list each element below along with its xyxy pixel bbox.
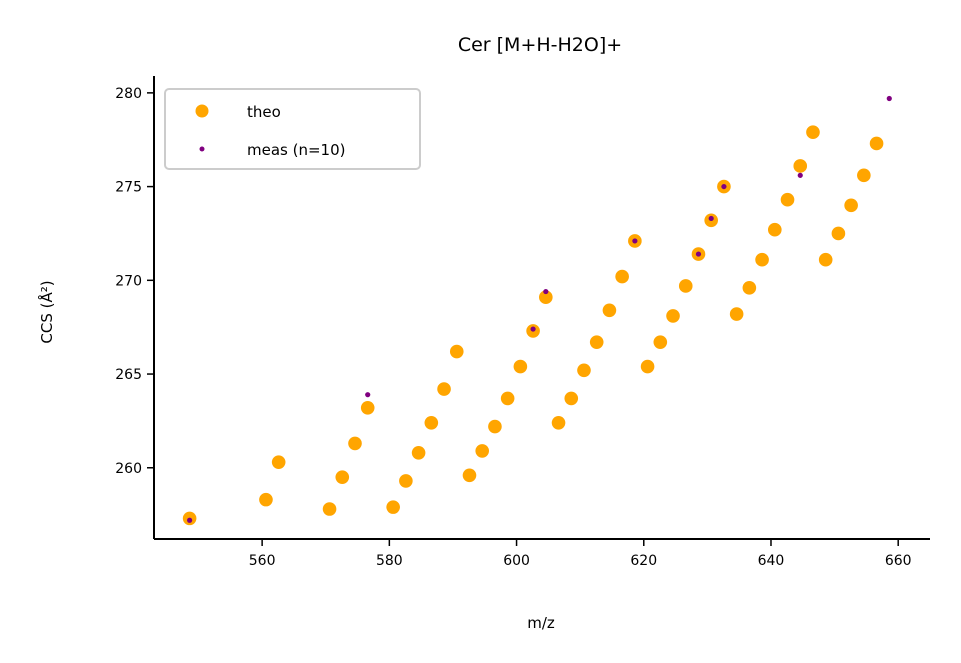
theo-point xyxy=(360,400,375,415)
theo-point xyxy=(793,159,808,173)
meas-point xyxy=(365,392,371,398)
theo-point xyxy=(742,281,757,295)
theo-point xyxy=(386,500,400,514)
theo-point xyxy=(500,391,515,406)
theo-point xyxy=(424,415,439,430)
meas-point xyxy=(708,215,714,222)
theo-point xyxy=(348,436,362,451)
plot-area xyxy=(182,95,892,526)
meas-point xyxy=(797,172,803,178)
theo-point xyxy=(335,470,350,484)
theo-point xyxy=(322,502,337,516)
y-tick-label: 270 xyxy=(115,273,142,289)
theo-point xyxy=(513,359,528,374)
theo-point xyxy=(449,344,464,359)
theo-point xyxy=(271,455,286,469)
theo-point xyxy=(488,419,502,434)
theo-point xyxy=(640,359,655,374)
y-axis-label: CCS (Å²) xyxy=(37,280,56,343)
x-tick-label: 660 xyxy=(885,553,912,569)
meas-point xyxy=(695,251,702,257)
theo-point xyxy=(399,474,413,488)
meas-point xyxy=(632,238,638,244)
theo-point xyxy=(589,335,604,349)
legend-marker-meas xyxy=(199,146,205,152)
y-tick-label: 260 xyxy=(115,461,142,477)
meas-point xyxy=(721,183,727,190)
theo-point xyxy=(462,468,477,483)
theo-point xyxy=(666,309,680,323)
meas-point xyxy=(886,95,892,102)
x-tick-label: 640 xyxy=(758,553,785,569)
y-tick-label: 265 xyxy=(115,367,142,383)
x-tick-label: 560 xyxy=(249,553,276,569)
y-tick-label: 275 xyxy=(115,180,142,196)
theo-point xyxy=(577,363,591,378)
theo-point xyxy=(615,269,629,284)
legend-box xyxy=(164,88,421,170)
x-axis-label: m/z xyxy=(527,614,555,632)
legend: theo meas (n=10) xyxy=(164,88,421,170)
theo-point xyxy=(844,198,858,213)
theo-point xyxy=(818,252,833,267)
meas-point xyxy=(543,288,549,295)
theo-point xyxy=(857,168,871,183)
theo-point xyxy=(869,136,884,151)
theo-point xyxy=(602,303,617,318)
theo-point xyxy=(437,382,451,396)
x-tick-label: 580 xyxy=(376,553,403,569)
theo-point xyxy=(475,444,490,458)
theo-point xyxy=(806,125,820,140)
y-axis-ticks: 260 265 270 275 280 xyxy=(115,86,154,477)
meas-point xyxy=(530,326,536,332)
theo-point xyxy=(678,279,693,293)
x-tick-label: 600 xyxy=(503,553,530,569)
chart-title: Cer [M+H-H2O]+ xyxy=(458,34,622,56)
meas-point xyxy=(187,517,193,523)
theo-point xyxy=(780,192,795,207)
legend-marker-theo xyxy=(195,104,209,118)
theo-point xyxy=(831,226,846,241)
theo-point xyxy=(768,222,782,237)
theo-point xyxy=(755,252,769,267)
theo-point xyxy=(539,290,553,304)
theo-point xyxy=(653,335,668,349)
x-axis-ticks: 560 580 600 620 640 660 xyxy=(249,539,912,569)
y-tick-label: 280 xyxy=(115,86,142,102)
theo-point xyxy=(551,415,566,430)
x-tick-label: 620 xyxy=(630,553,657,569)
theo-point xyxy=(729,307,744,321)
theo-point xyxy=(564,391,579,406)
theo-point xyxy=(259,492,273,507)
legend-label-meas: meas (n=10) xyxy=(247,141,345,159)
legend-label-theo: theo xyxy=(247,103,281,121)
theo-point xyxy=(411,445,426,460)
